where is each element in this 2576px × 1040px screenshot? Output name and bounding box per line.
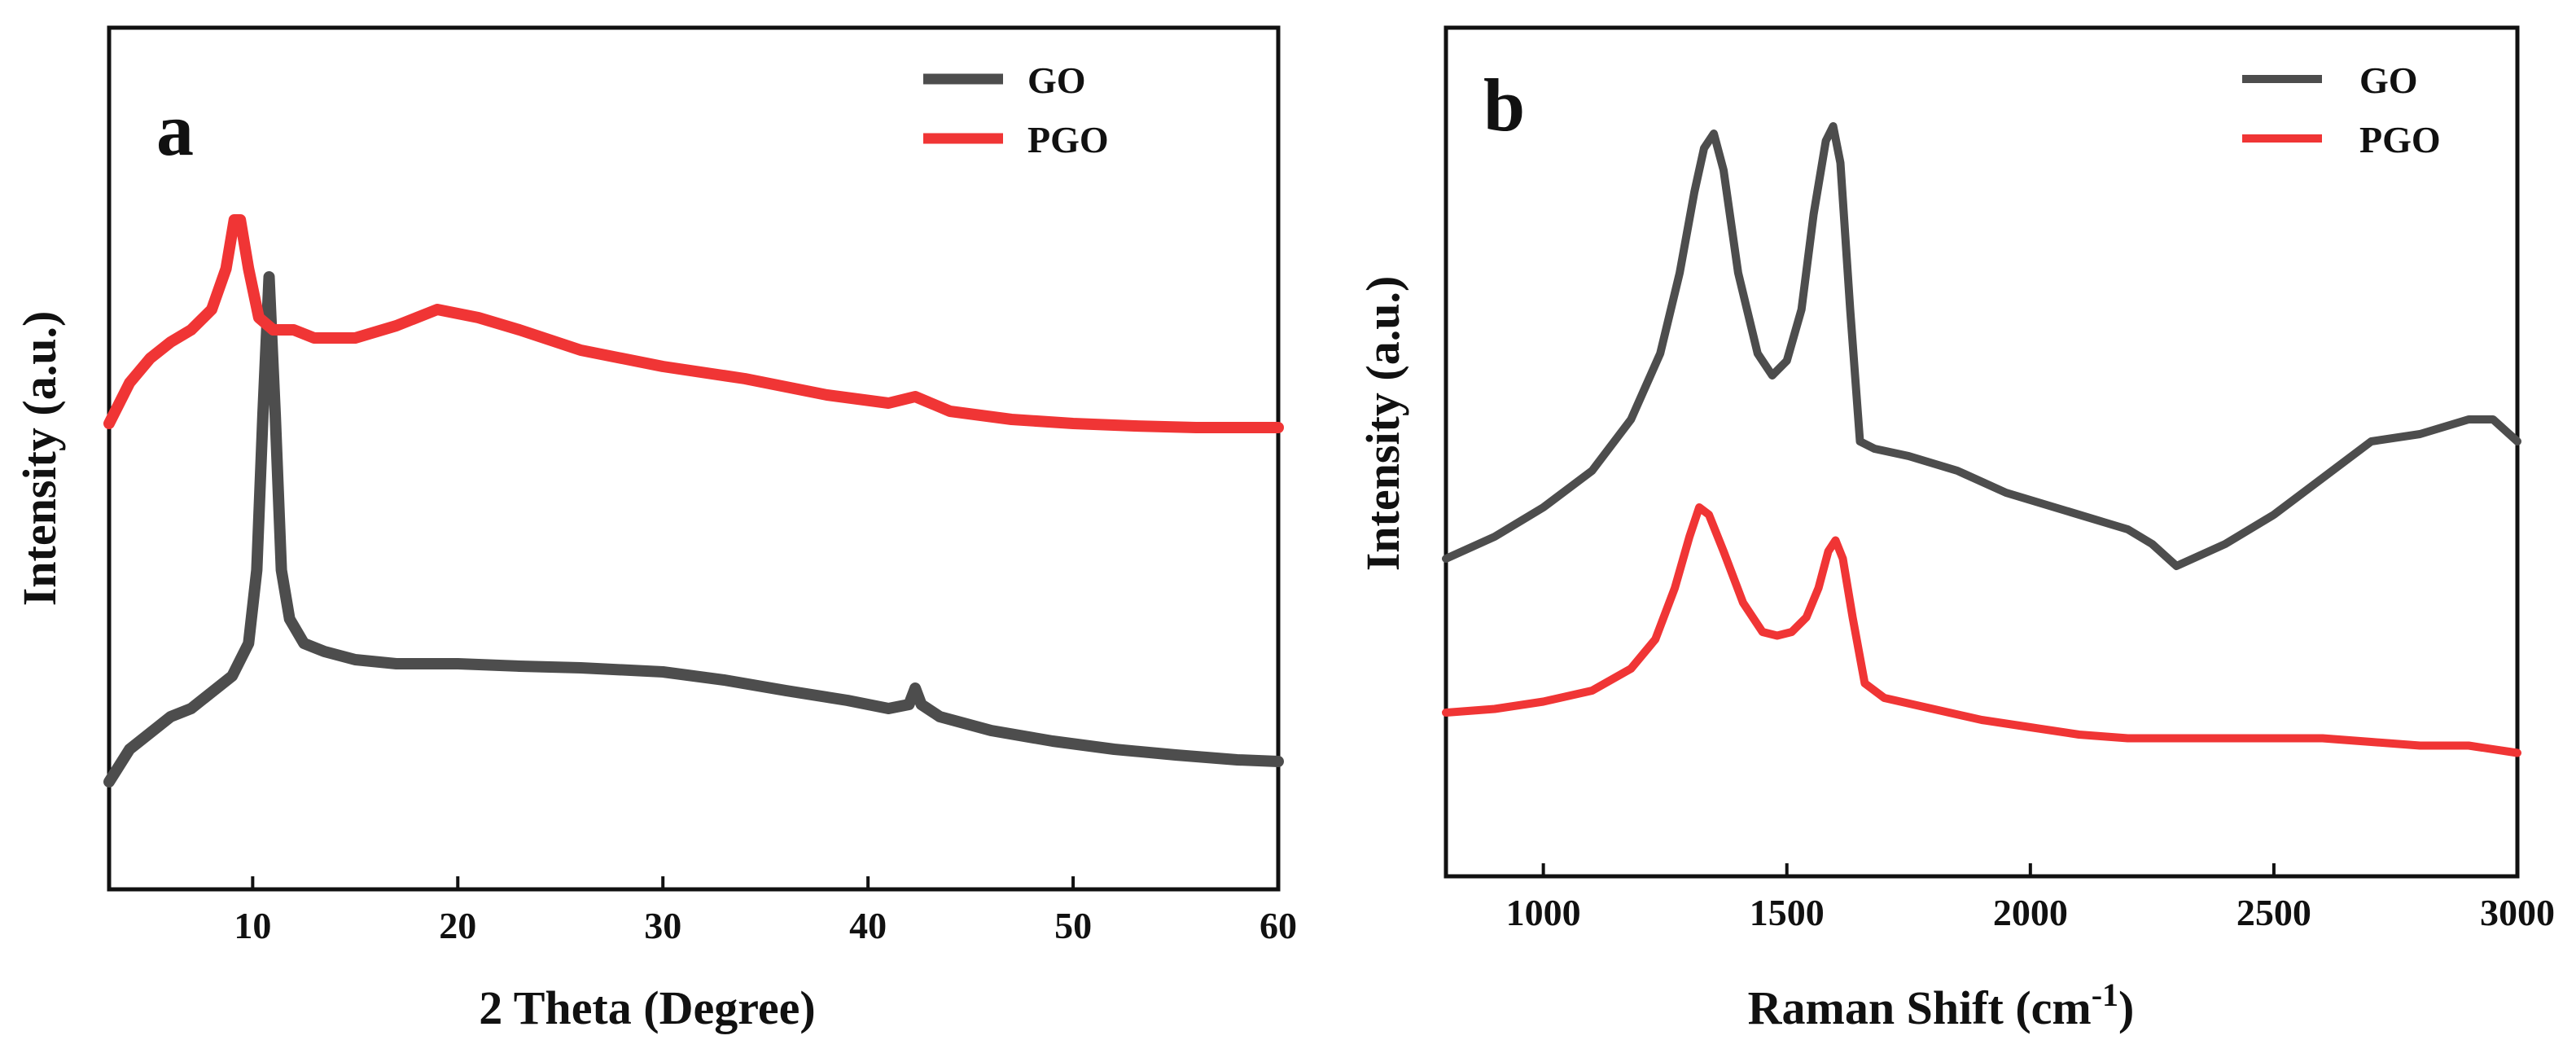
- panel-b-x-axis-label-suffix: ): [2118, 981, 2134, 1034]
- panel-b-series-pgo-line: [1442, 503, 2521, 757]
- panel-a-series-group: [103, 214, 1284, 788]
- panel-b: 1000 1500 2000 2500 3000 b GO PGO Raman Shif…: [1356, 25, 2555, 1034]
- panel-b-x-tick-label-2000: 2000: [1993, 892, 2068, 933]
- panel-b-x-tick-label-1500: 1500: [1750, 892, 1825, 933]
- panel-b-plot-frame: [1444, 25, 2520, 879]
- panel-a-x-tick-label-10: 10: [234, 905, 271, 946]
- panel-a-x-tick-label-50: 50: [1054, 905, 1092, 946]
- panel-a-x-tick-label-30: 30: [644, 905, 681, 946]
- panel-b-letter: b: [1483, 64, 1525, 147]
- panel-a-legend-go-label: GO: [1027, 59, 1086, 101]
- panel-b-x-tick-label-2500: 2500: [2236, 892, 2311, 933]
- panel-b-x-axis-label: Raman Shift (cm-1): [1748, 976, 2135, 1034]
- panel-a-x-tick-label-40: 40: [849, 905, 887, 946]
- panel-a-y-axis-label: Intensity (a.u.): [13, 311, 66, 607]
- panel-a-x-tick-label-20: 20: [439, 905, 476, 946]
- panel-a-x-ticks: 10 20 30 40 50 60: [234, 876, 1297, 946]
- panel-a: 10 20 30 40 50 60 a GO PGO 2 Theta (Degree) I…: [13, 25, 1297, 1034]
- panel-b-x-axis-label-superscript: -1: [2092, 976, 2118, 1013]
- panel-b-legend-pgo-label: PGO: [2359, 119, 2441, 160]
- panel-b-legend: GO PGO: [2242, 59, 2441, 160]
- panel-a-letter: a: [156, 88, 194, 171]
- panel-b-x-tick-label-3000: 3000: [2480, 892, 2555, 933]
- panel-b-series-group: [1442, 122, 2521, 757]
- panel-a-series-pgo-line: [103, 214, 1284, 433]
- panel-a-plot-frame: [107, 25, 1281, 892]
- panel-a-legend-pgo-label: PGO: [1027, 119, 1109, 160]
- panel-b-x-axis-label-main: Raman Shift (cm: [1748, 981, 2092, 1034]
- panel-a-series-go-line: [103, 271, 1284, 788]
- panel-b-y-axis-label: Intensity (a.u.): [1356, 276, 1409, 572]
- panel-b-legend-go-label: GO: [2359, 59, 2418, 101]
- panel-a-legend: GO PGO: [923, 59, 1109, 160]
- panel-b-x-tick-label-1000: 1000: [1506, 892, 1581, 933]
- panel-b-series-go-line: [1442, 122, 2521, 570]
- panel-a-x-axis-label: 2 Theta (Degree): [479, 981, 815, 1034]
- panel-b-x-ticks: 1000 1500 2000 2500 3000: [1506, 863, 2555, 933]
- panel-a-x-tick-label-60: 60: [1260, 905, 1297, 946]
